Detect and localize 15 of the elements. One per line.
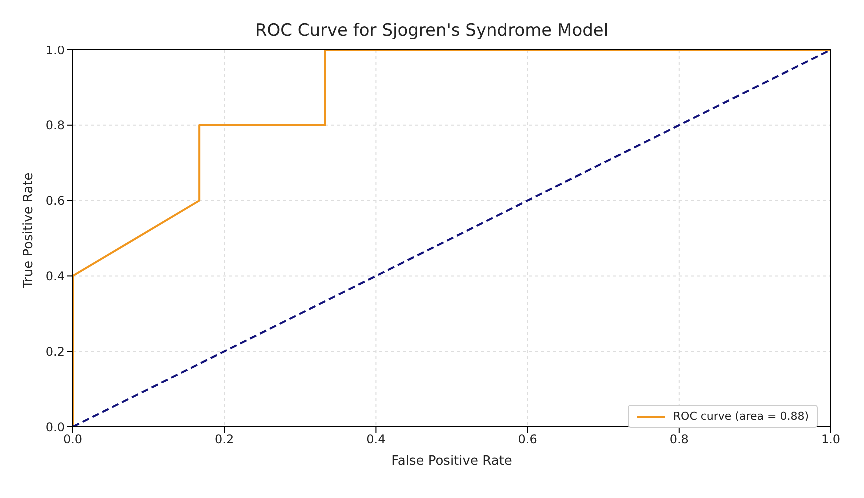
x-tick-label: 0.8: [670, 432, 689, 447]
x-tick-label: 1.0: [821, 432, 841, 447]
x-axis-title: False Positive Rate: [392, 454, 512, 469]
y-tick-label: 0.2: [46, 344, 65, 359]
y-tick-label: 0.6: [46, 194, 65, 208]
x-tick-label: 0.2: [215, 432, 234, 447]
y-axis-title: True Positive Rate: [22, 172, 37, 290]
y-tick-label: 0.8: [46, 118, 65, 133]
x-tick-label: 0.0: [63, 432, 83, 447]
x-tick-label: 0.6: [518, 432, 538, 447]
chart-title: ROC Curve for Sjogren's Syndrome Model: [255, 21, 609, 41]
y-tick-label: 0.0: [46, 420, 65, 434]
y-tick-label: 0.4: [46, 269, 65, 284]
x-tick-label: 0.4: [366, 432, 386, 447]
legend-label: ROC curve (area = 0.88): [673, 410, 809, 423]
